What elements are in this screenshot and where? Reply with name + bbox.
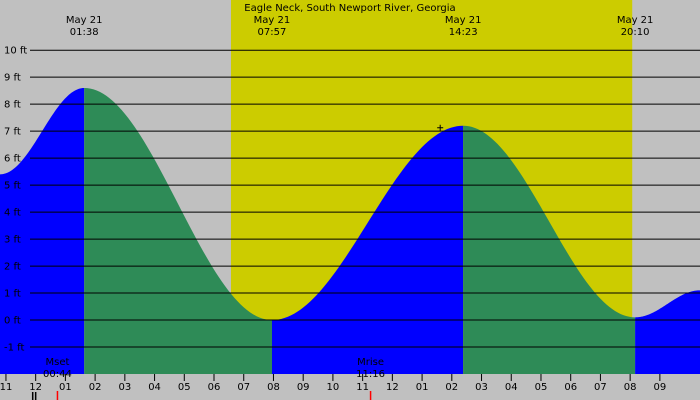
hour-tick-label: 12 — [29, 382, 42, 393]
hour-axis: 11 12 01 02 03 04 05 06 07 08 09 10 11 12 01 02 03 04 05 06… — [0, 374, 666, 400]
hour-tick-label: 01 — [59, 382, 72, 393]
current-marker — [437, 124, 444, 131]
y-tick-label: -1 ft — [4, 343, 24, 354]
hour-tick-label: 07 — [594, 382, 607, 393]
rising-tide-segment — [635, 290, 700, 374]
hour-tick-label: 06 — [208, 382, 221, 393]
y-tick-label: 2 ft — [4, 262, 21, 273]
hour-tick-label: 08 — [267, 382, 280, 393]
hour-tick-label: 03 — [118, 382, 131, 393]
hour-tick-label: 02 — [445, 382, 458, 393]
hour-tick-label: 01 — [416, 382, 429, 393]
hour-tick-label: 12 — [386, 382, 399, 393]
y-tick-label: 0 ft — [4, 316, 21, 327]
hour-tick-label: 04 — [148, 382, 161, 393]
hour-tick-label: 07 — [237, 382, 250, 393]
hour-tick-label: 05 — [178, 382, 191, 393]
height-gridlines — [30, 49, 700, 348]
y-tick-label: 10 ft — [4, 46, 27, 57]
tide-date-label: May 21 — [254, 15, 291, 26]
tide-date-label: May 21 — [445, 15, 482, 26]
hour-tick-label: 06 — [564, 382, 577, 393]
rising-tide-segment — [0, 87, 85, 374]
tide-time-label: 14:23 — [449, 27, 478, 38]
moon-event-label: Mrise — [357, 357, 384, 368]
y-tick-label: 9 ft — [4, 73, 21, 84]
y-tick-label: 6 ft — [4, 154, 21, 165]
hour-tick-label: 02 — [89, 382, 102, 393]
y-tick-label: 3 ft — [4, 235, 21, 246]
tide-date-label: May 21 — [617, 15, 654, 26]
moon-event-time: 11:16 — [356, 369, 385, 380]
hour-tick-label: 10 — [327, 382, 340, 393]
hour-tick-label: 05 — [535, 382, 548, 393]
tide-time-label: 01:38 — [70, 27, 99, 38]
hour-tick-label: 04 — [505, 382, 518, 393]
chart-title: Eagle Neck, South Newport River, Georgia — [244, 3, 455, 14]
tide-date-label: May 21 — [66, 15, 103, 26]
hour-tick-label: 08 — [624, 382, 637, 393]
hour-tick-label: 09 — [297, 382, 310, 393]
y-tick-label: 8 ft — [4, 100, 21, 111]
tide-area — [0, 87, 700, 374]
falling-tide-segment — [84, 87, 272, 374]
tide-time-label: 20:10 — [621, 27, 650, 38]
tide-time-label: 07:57 — [258, 27, 287, 38]
falling-tide-segment — [463, 125, 636, 374]
hour-tick-label: 11 — [0, 382, 12, 393]
hour-tick-label: 03 — [475, 382, 488, 393]
hour-tick-label: 11 — [356, 382, 369, 393]
y-tick-label: 7 ft — [4, 127, 21, 138]
y-tick-label: 4 ft — [4, 208, 21, 219]
rising-tide-segment — [271, 125, 464, 374]
moon-event-label: Mset — [45, 357, 69, 368]
y-tick-label: 5 ft — [4, 181, 21, 192]
hour-tick-label: 09 — [654, 382, 667, 393]
y-tick-label: 1 ft — [4, 289, 21, 300]
height-axis-labels: 10 ft 9 ft 8 ft 7 ft 6 ft 5 ft 4 ft 3 ft 2 ft 1 f… — [4, 46, 27, 354]
moon-event-time: 00:44 — [43, 369, 72, 380]
